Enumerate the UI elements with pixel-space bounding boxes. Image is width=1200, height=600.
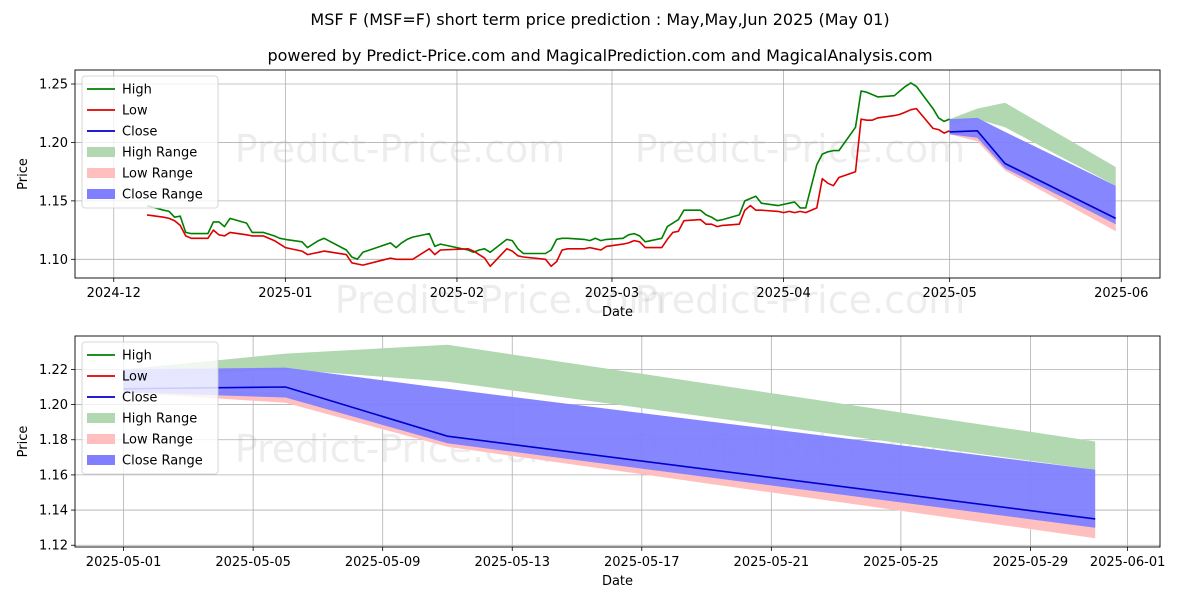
legend-box — [81, 341, 219, 475]
y-axis-label: Price — [16, 426, 31, 458]
legend-swatch-high-range — [87, 413, 115, 423]
chart-panel-1: Predict-Price.com Predict-Price.comPredic… — [16, 69, 1161, 322]
y-tick-label: 1.16 — [39, 468, 68, 483]
x-tick-label: 2025-03 — [585, 286, 639, 301]
legend-label: High — [122, 349, 152, 364]
plot-area — [146, 82, 1117, 268]
legend-swatch-close-range — [87, 455, 115, 465]
legend-label: Close Range — [122, 454, 203, 469]
chart-title: MSF F (MSF=F) short term price predictio… — [310, 10, 890, 29]
legend-label: Close — [122, 125, 157, 140]
x-axis-label: Date — [602, 305, 633, 320]
legend-label: Close — [122, 391, 157, 406]
x-tick-label: 2025-01 — [258, 286, 312, 301]
legend-label: High Range — [122, 412, 197, 427]
y-tick-label: 1.20 — [39, 398, 68, 413]
high-range-band — [949, 102, 1116, 186]
y-tick-label: 1.22 — [39, 363, 68, 378]
watermark: Predict-Price.com — [635, 278, 966, 322]
legend: High Low Close High Range Low Range Close Ran… — [81, 75, 219, 209]
x-tick-label: 2025-05-01 — [86, 555, 162, 570]
y-tick-label: 1.20 — [39, 136, 68, 151]
watermark: Predict-Price.com — [235, 127, 566, 171]
x-tick-label: 2025-05-13 — [474, 555, 550, 570]
x-tick-label: 2025-05-25 — [863, 555, 939, 570]
x-tick-label: 2025-06 — [1094, 286, 1148, 301]
legend-label: High Range — [122, 146, 197, 161]
low-series-line — [146, 107, 950, 268]
plot-frame — [74, 69, 1161, 279]
legend-label: Low — [122, 104, 148, 119]
x-tick-label: 2025-06-01 — [1090, 555, 1166, 570]
legend-swatch-high-range — [87, 147, 115, 157]
legend-box — [81, 75, 219, 209]
x-tick-label: 2025-05-17 — [604, 555, 680, 570]
y-tick-label: 1.15 — [39, 194, 68, 209]
x-tick-label: 2025-05-21 — [734, 555, 810, 570]
y-tick-label: 1.25 — [39, 78, 68, 93]
y-tick-label: 1.12 — [39, 539, 68, 554]
y-tick-label: 1.14 — [39, 504, 68, 519]
x-tick-label: 2024-12 — [87, 286, 141, 301]
x-tick-label: 2025-05-29 — [993, 555, 1069, 570]
legend-label: Close Range — [122, 188, 203, 203]
legend-swatch-close-range — [87, 189, 115, 199]
x-axis-label: Date — [602, 574, 633, 589]
high-range-band — [123, 344, 1096, 470]
watermark: Predict-Price.com — [335, 278, 666, 322]
legend-label: Low Range — [122, 167, 193, 182]
chart-panel-2: Predict-Price.comPredict-Price.com2025-0… — [16, 335, 1166, 589]
x-tick-label: 2025-05-09 — [345, 555, 421, 570]
y-axis-label: Price — [16, 158, 31, 190]
close-series-line — [949, 130, 1117, 220]
high-series-line — [146, 82, 950, 261]
legend-label: High — [122, 83, 152, 98]
y-tick-label: 1.18 — [39, 433, 68, 448]
legend-swatch-low-range — [87, 168, 115, 178]
x-tick-label: 2025-05 — [922, 286, 976, 301]
legend-label: Low — [122, 370, 148, 385]
legend-swatch-low-range — [87, 434, 115, 444]
x-tick-label: 2025-02 — [430, 286, 484, 301]
plot-frame — [74, 335, 1161, 548]
x-tick-label: 2025-04 — [756, 286, 810, 301]
y-tick-label: 1.10 — [39, 253, 68, 268]
watermark: Predict-Price.com — [635, 127, 966, 171]
chart-subtitle: powered by Predict-Price.com and Magical… — [267, 46, 933, 65]
legend: High Low Close High Range Low Range Close Ran… — [81, 341, 219, 475]
legend-label: Low Range — [122, 433, 193, 448]
x-tick-label: 2025-05-05 — [215, 555, 291, 570]
